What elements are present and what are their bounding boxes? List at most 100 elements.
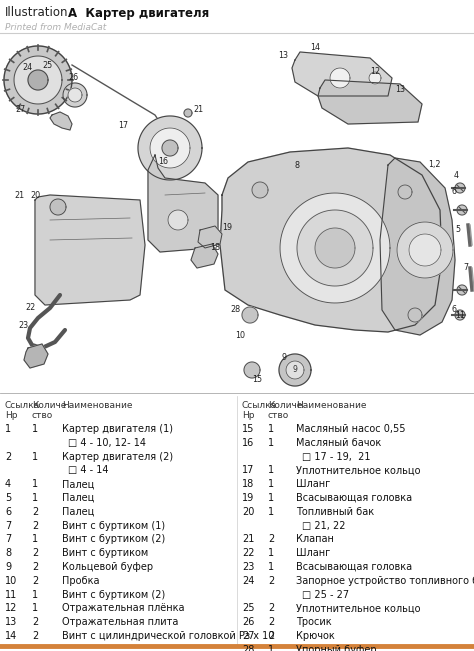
Text: Тросик: Тросик [296, 617, 332, 627]
Text: 18: 18 [210, 243, 220, 253]
Text: 14: 14 [310, 44, 320, 53]
Polygon shape [286, 361, 304, 379]
Polygon shape [457, 205, 467, 215]
Polygon shape [14, 56, 62, 104]
Polygon shape [397, 222, 453, 278]
Text: 9: 9 [292, 365, 298, 374]
Text: 11: 11 [455, 311, 465, 320]
Text: 1: 1 [32, 479, 38, 489]
Text: ство: ство [32, 411, 53, 420]
Text: 8: 8 [5, 548, 11, 558]
Text: Клапан: Клапан [296, 534, 334, 544]
Text: 17: 17 [118, 120, 128, 130]
Text: 1: 1 [32, 452, 38, 462]
Text: 1: 1 [268, 493, 274, 503]
Polygon shape [409, 234, 441, 266]
Text: 5: 5 [5, 493, 11, 503]
Text: 18: 18 [242, 479, 254, 489]
Text: 1: 1 [268, 465, 274, 475]
Text: Уплотнительное кольцо: Уплотнительное кольцо [296, 465, 420, 475]
Text: Всасывающая головка: Всасывающая головка [296, 493, 412, 503]
Text: Винт с буртиком (1): Винт с буртиком (1) [62, 521, 165, 531]
Text: Отражательная плита: Отражательная плита [62, 617, 178, 627]
Text: 10: 10 [5, 575, 17, 586]
Text: Крючок: Крючок [296, 631, 335, 641]
Text: 20: 20 [30, 191, 40, 199]
Text: 13: 13 [395, 85, 405, 94]
Text: 2: 2 [268, 617, 274, 627]
Text: Наименование: Наименование [296, 401, 366, 410]
Text: 25: 25 [42, 61, 52, 70]
Text: Картер двигателя (1): Картер двигателя (1) [62, 424, 173, 434]
Text: Палец: Палец [62, 479, 94, 489]
Text: 11: 11 [5, 590, 17, 600]
Text: Нр: Нр [242, 411, 255, 420]
Polygon shape [191, 244, 218, 268]
Text: 28: 28 [242, 644, 255, 651]
Text: 2: 2 [268, 575, 274, 586]
Polygon shape [50, 112, 72, 130]
Text: 8: 8 [295, 161, 300, 169]
Text: Уплотнительное кольцо: Уплотнительное кольцо [296, 603, 420, 613]
Text: Отражательная плёнка: Отражательная плёнка [62, 603, 184, 613]
Text: 19: 19 [222, 223, 232, 232]
Text: 1,2: 1,2 [428, 161, 440, 169]
Text: 2: 2 [32, 506, 38, 517]
Text: 6: 6 [452, 187, 457, 197]
Text: Масляный бачок: Масляный бачок [296, 438, 381, 448]
Text: 23: 23 [18, 320, 28, 329]
Text: 19: 19 [242, 493, 254, 503]
Text: 21: 21 [242, 534, 255, 544]
Text: 1: 1 [268, 424, 274, 434]
Text: 23: 23 [242, 562, 255, 572]
Text: 13: 13 [278, 51, 288, 61]
Text: 25: 25 [242, 603, 255, 613]
Text: 1: 1 [268, 506, 274, 517]
Text: 6: 6 [5, 506, 11, 517]
Polygon shape [68, 88, 82, 102]
Text: Топливный бак: Топливный бак [296, 506, 374, 517]
Text: □ 21, 22: □ 21, 22 [302, 521, 346, 531]
Text: 14: 14 [5, 631, 17, 641]
Text: Всасывающая головка: Всасывающая головка [296, 562, 412, 572]
Text: Винт с буртиком: Винт с буртиком [62, 548, 148, 558]
Polygon shape [318, 80, 422, 124]
Text: 22: 22 [25, 303, 35, 312]
Text: Printed from MediaCat: Printed from MediaCat [5, 23, 106, 31]
Text: 21: 21 [193, 105, 203, 115]
Text: Нр: Нр [5, 411, 18, 420]
Text: 2: 2 [32, 617, 38, 627]
Polygon shape [244, 362, 260, 378]
Text: Палец: Палец [62, 493, 94, 503]
Text: Шланг: Шланг [296, 548, 330, 558]
Text: 4: 4 [5, 479, 11, 489]
Text: Упорный буфер: Упорный буфер [296, 644, 377, 651]
Text: Ссылка: Ссылка [242, 401, 277, 410]
Text: 28: 28 [230, 305, 240, 314]
Text: Ссылка: Ссылка [5, 401, 40, 410]
Polygon shape [252, 182, 268, 198]
Text: Количе: Количе [268, 401, 302, 410]
Text: 1: 1 [268, 438, 274, 448]
Polygon shape [455, 310, 465, 320]
Polygon shape [162, 140, 178, 156]
Text: 12: 12 [370, 68, 380, 77]
Text: □ 4 - 10, 12- 14: □ 4 - 10, 12- 14 [68, 438, 146, 448]
Text: 5: 5 [455, 225, 460, 234]
Text: 24: 24 [242, 575, 255, 586]
Text: 9: 9 [5, 562, 11, 572]
Text: 2: 2 [5, 452, 11, 462]
Text: □ 4 - 14: □ 4 - 14 [68, 465, 109, 475]
Text: Винт с буртиком (2): Винт с буртиком (2) [62, 590, 165, 600]
Text: 22: 22 [242, 548, 255, 558]
Text: 1: 1 [32, 534, 38, 544]
Text: 12: 12 [5, 603, 18, 613]
Text: A  Картер двигателя: A Картер двигателя [68, 7, 209, 20]
Text: 17: 17 [242, 465, 255, 475]
Text: 1: 1 [268, 548, 274, 558]
Polygon shape [369, 72, 381, 84]
Text: Кольцевой буфер: Кольцевой буфер [62, 562, 153, 572]
Text: 1: 1 [32, 493, 38, 503]
Polygon shape [63, 83, 87, 107]
Text: 2: 2 [32, 575, 38, 586]
